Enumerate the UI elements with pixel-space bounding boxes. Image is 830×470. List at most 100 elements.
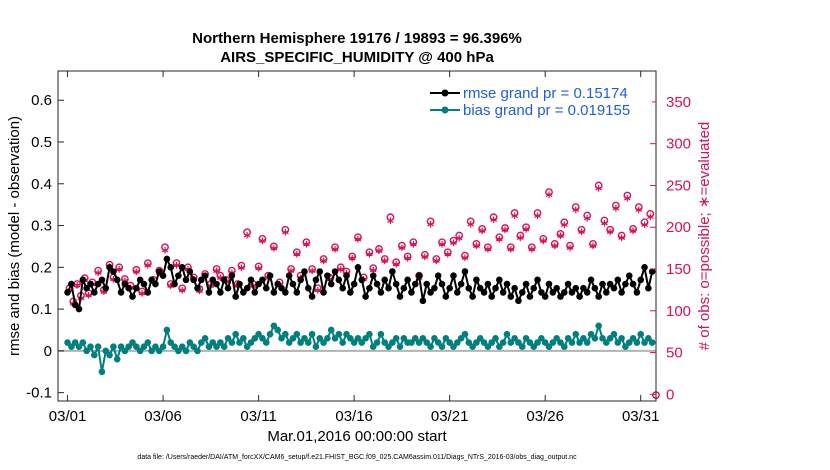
bias-point	[438, 343, 446, 350]
bias-point	[492, 335, 499, 342]
evaluated-obs-point: *	[77, 294, 85, 310]
rmse-point	[442, 293, 450, 300]
rmse-point	[320, 289, 327, 296]
bias-point	[400, 335, 408, 342]
bias-point	[213, 343, 220, 350]
x-tick-label: 03/06	[144, 408, 182, 425]
bias-point	[236, 339, 243, 346]
rmse-point	[507, 293, 515, 300]
possible-obs-point	[571, 203, 580, 212]
possible-obs-point	[432, 255, 441, 263]
rmse-point	[159, 272, 167, 279]
evaluated-obs-point: *	[138, 289, 146, 305]
bias-point	[583, 339, 591, 346]
rmse-point	[129, 293, 136, 300]
rmse-point	[140, 280, 148, 288]
bias-point	[549, 339, 557, 346]
bias-point	[94, 343, 102, 350]
rmse-point	[354, 264, 362, 271]
bias-point	[251, 335, 259, 342]
rmse-point	[79, 276, 87, 284]
rmse-point	[476, 284, 484, 292]
rmse-point	[583, 289, 591, 296]
bias-point	[599, 335, 606, 342]
bias-point	[366, 330, 373, 338]
possible-obs-point	[545, 188, 553, 197]
bias-point	[446, 339, 453, 346]
rmse-point	[91, 289, 98, 296]
possible-obs-point	[461, 251, 469, 260]
rmse-point	[648, 268, 656, 275]
rmse-point	[136, 276, 144, 284]
bias-point	[408, 339, 415, 346]
possible-obs-point	[443, 248, 452, 257]
rmse-point	[572, 284, 580, 292]
bias-point	[622, 343, 629, 350]
possible-obs-point	[336, 263, 345, 272]
possible-obs-point	[369, 264, 378, 273]
rmse-point	[278, 284, 285, 292]
bias-point	[339, 339, 346, 346]
bias-point	[262, 339, 270, 346]
rmse-point	[610, 284, 618, 292]
possible-obs-point	[348, 252, 357, 261]
evaluated-obs-point: *	[303, 239, 311, 255]
x-tick-label: 03/26	[526, 408, 564, 425]
bias-point	[362, 335, 369, 342]
rmse-point	[64, 289, 71, 296]
bias-point	[324, 335, 331, 342]
possible-obs-point	[533, 209, 542, 217]
possible-obs-point	[560, 218, 569, 227]
y-tick-label: 0.6	[31, 92, 52, 109]
evaluated-obs-point: *	[94, 268, 102, 284]
rmse-point	[113, 276, 121, 284]
bias-point	[102, 347, 110, 355]
bias-point	[91, 351, 98, 359]
bias-point	[595, 322, 602, 330]
footer-data-file: data file: /Users/raeder/DAI/ATM_forcXX/…	[137, 454, 577, 461]
rmse-point	[255, 280, 262, 288]
rmse-point	[538, 289, 545, 296]
rmse-point	[228, 272, 236, 279]
rmse-point	[389, 268, 396, 275]
rmse-point	[465, 284, 473, 292]
legend-rmse-label: rmse grand pr = 0.15174	[463, 85, 628, 102]
bias-point	[240, 335, 247, 342]
possible-obs-point	[281, 225, 290, 234]
evaluated-obs-point: *	[444, 249, 452, 265]
possible-obs-point	[243, 228, 252, 237]
rmse-point	[171, 280, 178, 288]
bias-point	[419, 335, 427, 342]
rmse-point	[526, 293, 534, 300]
evaluated-obs-point: *	[404, 254, 412, 270]
rmse-point	[87, 280, 94, 288]
possible-obs-point	[634, 203, 643, 212]
bias-point	[411, 335, 419, 342]
bias-point	[518, 343, 526, 350]
rmse-point	[385, 284, 392, 292]
rmse-point	[576, 293, 583, 300]
evaluated-obs-point: *	[572, 205, 580, 221]
bias-point	[476, 335, 484, 342]
bias-point	[431, 335, 438, 342]
rmse-point	[446, 284, 453, 292]
rmse-point	[518, 289, 526, 296]
evaluated-obs-point: *	[213, 266, 221, 282]
evaluated-obs-point: *	[647, 212, 655, 228]
rmse-point	[155, 268, 163, 275]
evaluated-obs-point: *	[85, 290, 93, 306]
bias-point	[87, 343, 94, 350]
bias-point	[369, 343, 377, 350]
bias-point	[415, 339, 423, 346]
rmse-point	[243, 284, 251, 292]
rmse-point	[423, 280, 431, 288]
bias-point	[641, 339, 648, 346]
possible-obs-point	[365, 248, 374, 257]
rmse-point	[499, 289, 507, 296]
evaluated-obs-point: *	[217, 273, 225, 289]
bias-point	[201, 335, 209, 342]
rmse-point	[618, 289, 625, 296]
bias-point	[465, 339, 473, 346]
bias-point	[75, 343, 83, 350]
bias-point	[266, 330, 274, 338]
